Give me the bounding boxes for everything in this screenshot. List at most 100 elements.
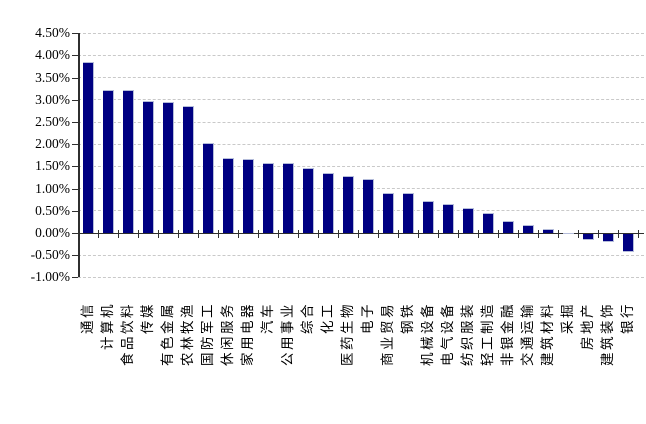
bar [202, 142, 214, 233]
bar [502, 221, 514, 233]
y-axis-tick-label: 1.50% [35, 158, 70, 174]
x-axis-category-label: 交通运输 [520, 302, 535, 366]
gridline [78, 121, 644, 123]
x-tick [378, 230, 379, 238]
x-axis-category-label: 纺织服装 [460, 302, 475, 366]
y-tick [72, 55, 78, 57]
x-tick [538, 230, 539, 238]
bar [242, 158, 254, 233]
x-tick [638, 230, 639, 238]
x-tick [238, 230, 239, 238]
gridline [78, 210, 644, 212]
x-tick [78, 230, 79, 238]
gridline [78, 165, 644, 167]
y-axis-tick-label: 0.00% [35, 225, 70, 240]
x-tick [618, 230, 619, 238]
bar [402, 193, 414, 233]
gridline [78, 54, 644, 56]
x-axis-category-label: 公用事业 [280, 302, 295, 366]
x-tick [338, 230, 339, 238]
x-tick [218, 230, 219, 238]
x-tick [198, 230, 199, 238]
x-axis-category-label: 休闲服务 [220, 302, 235, 366]
x-axis-category-label: 通信 [80, 302, 95, 334]
x-tick [398, 230, 399, 238]
bar [362, 178, 374, 233]
x-axis-line [78, 232, 644, 234]
gridline [78, 32, 644, 34]
bar [142, 100, 154, 233]
x-tick [158, 230, 159, 238]
x-tick [598, 230, 599, 238]
gridline [78, 143, 644, 145]
x-tick [258, 230, 259, 238]
y-tick [72, 122, 78, 123]
bar [462, 207, 474, 233]
y-axis-line [78, 33, 80, 278]
bar [542, 229, 554, 233]
bar [162, 101, 174, 233]
gridline [78, 77, 644, 79]
x-tick [418, 230, 419, 238]
x-axis-category-label: 采掘 [560, 302, 575, 334]
y-tick [72, 255, 78, 257]
bar [82, 61, 94, 233]
x-tick [298, 230, 299, 238]
x-axis-category-label: 电气设备 [440, 302, 455, 366]
x-axis-category-label: 建筑材料 [540, 302, 555, 366]
x-axis-category-label: 电子 [360, 302, 375, 334]
x-axis-category-label: 银行 [620, 302, 635, 334]
x-tick [98, 230, 99, 238]
y-axis-tick-label: 0.50% [35, 202, 70, 218]
x-axis-category-label: 汽车 [260, 302, 275, 334]
bar [562, 232, 574, 234]
x-tick [278, 230, 279, 238]
gridline [78, 276, 644, 278]
gridline [78, 254, 644, 256]
x-tick [458, 230, 459, 238]
bar [322, 172, 334, 233]
x-tick [498, 230, 499, 238]
y-axis-tick-label: 3.50% [35, 69, 70, 85]
bar [222, 157, 234, 233]
y-tick [72, 144, 78, 146]
bar [422, 201, 434, 233]
x-axis-category-label: 综合 [300, 302, 315, 334]
x-tick [518, 230, 519, 238]
y-tick [72, 77, 78, 79]
bar [582, 234, 594, 240]
bar [482, 213, 494, 233]
x-axis-category-label: 家用电器 [240, 302, 255, 366]
bar [282, 163, 294, 233]
gridline [78, 99, 644, 101]
bar [182, 105, 194, 233]
x-tick [578, 230, 579, 238]
bar [602, 234, 614, 242]
x-axis-category-label: 化工 [320, 302, 335, 334]
y-axis-tick-label: 4.00% [35, 47, 70, 63]
y-axis-tick-label: 3.00% [35, 91, 70, 107]
x-tick [438, 230, 439, 238]
y-tick [72, 166, 78, 168]
gridline [78, 188, 644, 190]
bar [262, 162, 274, 233]
x-tick [178, 230, 179, 238]
x-axis-category-label: 国防军工 [200, 302, 215, 366]
x-axis-category-label: 有色金属 [160, 302, 175, 366]
y-axis-tick-label: -0.50% [30, 247, 70, 263]
x-axis-category-label: 建筑装饰 [600, 302, 615, 366]
x-tick [118, 230, 119, 238]
y-tick [72, 188, 78, 190]
y-tick [72, 33, 78, 35]
y-axis-tick-label: 2.00% [35, 136, 70, 152]
bar [122, 90, 134, 233]
x-tick [478, 230, 479, 238]
y-axis-tick-label: 1.00% [35, 180, 70, 196]
x-axis-category-label: 食品饮料 [120, 302, 135, 366]
x-axis-category-label: 房地产 [580, 302, 595, 350]
y-tick [72, 210, 78, 212]
bar [442, 203, 454, 233]
x-axis-category-label: 机械设备 [420, 302, 435, 366]
y-tick [72, 233, 78, 234]
